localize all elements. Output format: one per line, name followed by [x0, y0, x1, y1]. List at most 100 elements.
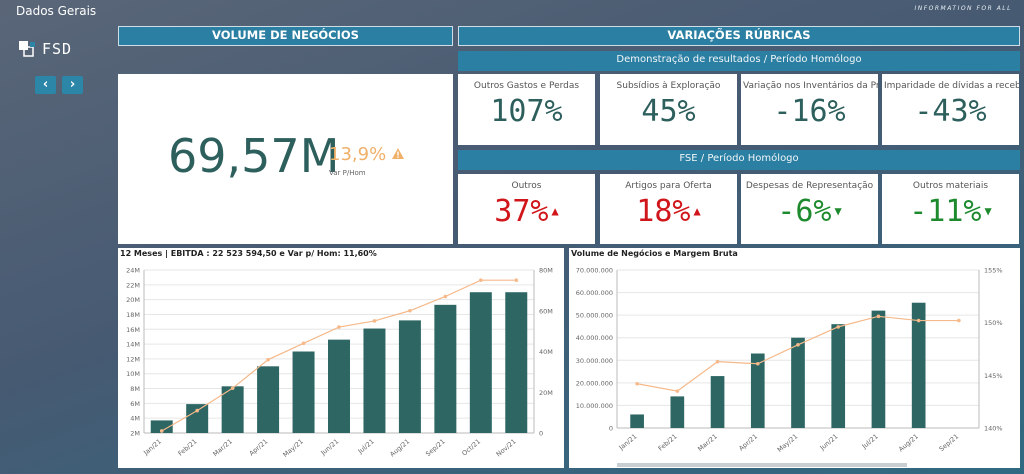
bar	[670, 396, 685, 428]
bar	[710, 376, 725, 428]
x-tick-label: Jun/21	[319, 437, 341, 457]
bar	[292, 351, 315, 433]
kpi-card[interactable]: Despesas de Representação -6% ▼	[741, 174, 878, 244]
x-tick-label: Sep/21	[938, 432, 961, 453]
chart-scrollbar[interactable]	[617, 463, 907, 467]
y-left-tick-label: 70.000.000	[576, 267, 613, 275]
kpi-card[interactable]: Outros Gastos e Perdas 107%	[458, 74, 595, 145]
bar	[186, 404, 209, 433]
line-point	[230, 386, 235, 390]
x-tick-label: Apr/21	[248, 437, 270, 457]
kpi-value-text: 37%	[494, 194, 549, 229]
line-point	[916, 318, 921, 323]
y-right-tick-label: 60M	[539, 307, 553, 315]
x-tick-label: May/21	[776, 432, 799, 453]
line-point	[372, 319, 377, 323]
x-tick-label: Oct/21	[460, 437, 482, 457]
line-point	[337, 325, 341, 329]
ebitda-chart: 2M 4M 6M 8M 10M 12M 14M 16M 18M 20M 22M 24M 0 20M 40M 6…	[126, 267, 553, 459]
x-tick-label: Aug/21	[897, 432, 920, 453]
line-point	[443, 294, 448, 299]
kpi-value: 107%	[458, 94, 595, 129]
prev-sheet-button[interactable]: ‹	[35, 76, 56, 94]
x-tick-label: Jul/21	[356, 437, 376, 456]
logo-text: FSD	[42, 40, 73, 58]
y-left-tick-label: 8M	[130, 385, 140, 393]
x-tick-label: Mar/21	[696, 432, 719, 453]
y-right-tick-label: 80M	[539, 267, 553, 275]
warning-triangle-icon	[391, 148, 404, 159]
bar	[630, 414, 644, 428]
bar	[750, 353, 765, 428]
y-left-tick-label: 10.000.000	[576, 402, 613, 410]
line-point	[266, 357, 270, 362]
y-left-tick-label: 40.000.000	[576, 334, 613, 342]
bar	[911, 302, 926, 428]
volume-variation: 13,9%	[329, 144, 404, 165]
y-left-tick-label: 20.000.000	[576, 379, 613, 387]
volume-margem-chart-card[interactable]: Volume de Negócios e Margem Bruta 0 10.00…	[569, 248, 1020, 468]
y-left-tick-label: 30.000.000	[576, 357, 613, 365]
line-point	[301, 341, 306, 346]
kpi-card[interactable]: Subsídios à Exploração 45%	[600, 74, 737, 145]
y-right-tick-label: 20M	[539, 389, 553, 397]
kpi-card[interactable]: Outros 37% ▲	[458, 174, 595, 244]
y-left-tick-label: 12M	[126, 355, 140, 363]
y-left-tick-label: 60.000.000	[576, 289, 613, 297]
y-left-tick-label: 6M	[130, 400, 140, 408]
kpi-value: -43%	[882, 94, 1019, 129]
kpi-value-text: -43%	[914, 94, 987, 129]
y-left-tick-label: 18M	[126, 311, 140, 319]
y-left-tick-label: 16M	[126, 326, 140, 334]
tagline: INFORMATION FOR ALL	[914, 5, 1012, 12]
line-point	[755, 361, 760, 366]
volume-variation-value: 13,9%	[329, 144, 387, 165]
kpi-label: Outros Gastos e Perdas	[473, 81, 580, 91]
trend-down-icon: ▼	[834, 204, 842, 218]
group1-header: Demonstração de resultados / Período Hom…	[458, 51, 1020, 71]
group2-header: FSE / Período Homólogo	[458, 150, 1020, 170]
kpi-card[interactable]: Variação nos Inventários da Pr... -16%	[741, 74, 878, 145]
ebitda-chart-card[interactable]: 12 Meses | EBITDA : 22 523 594,50 e Var …	[118, 248, 564, 468]
kpi-label: Imparidade de dívidas a receb...	[884, 81, 1019, 91]
kpi-card[interactable]: Artigos para Oferta 18% ▲	[600, 174, 737, 244]
variacoes-header: VARIAÇÕES RÚBRICAS	[458, 26, 1020, 46]
x-tick-label: Jul/21	[860, 432, 880, 451]
line-point	[479, 278, 483, 282]
kpi-value: -16%	[741, 94, 878, 129]
line-point	[876, 314, 881, 319]
y-left-tick-label: 22M	[126, 281, 140, 289]
bar	[791, 337, 805, 428]
ebitda-chart-title: 12 Meses | EBITDA : 22 523 594,50 e Var …	[120, 249, 377, 258]
bar	[221, 386, 244, 433]
line-point	[796, 342, 800, 347]
kpi-value-text: 18%	[636, 194, 691, 229]
x-tick-label: Mar/21	[211, 437, 234, 458]
volume-kpi-value: 69,57M	[168, 129, 340, 183]
kpi-value-text: -11%	[909, 194, 982, 229]
bar	[328, 339, 350, 433]
next-sheet-button[interactable]: ›	[62, 76, 83, 94]
kpi-value-text: 45%	[641, 94, 696, 129]
kpi-card[interactable]: Outros materiais -11% ▼	[882, 174, 1019, 244]
x-tick-label: Aug/21	[388, 437, 411, 458]
kpi-card[interactable]: Imparidade de dívidas a receb... -43%	[882, 74, 1019, 145]
x-tick-label: May/21	[281, 437, 304, 458]
x-tick-label: Jun/21	[818, 432, 840, 452]
bar	[434, 304, 457, 433]
bar	[150, 420, 173, 433]
kpi-value: 18% ▲	[600, 194, 737, 229]
kpi-label: Subsídios à Exploração	[616, 81, 721, 91]
bar	[363, 328, 386, 433]
line-point	[408, 308, 412, 313]
y-right-tick-label: 140%	[984, 425, 1003, 433]
volume-kpi-card[interactable]: 69,57M 13,9% Var P/Hom	[118, 74, 453, 244]
line-point	[675, 389, 680, 393]
volume-margem-chart-title: Volume de Negócios e Margem Bruta	[571, 249, 738, 258]
kpi-label: Despesas de Representação	[745, 181, 874, 191]
trend-down-icon: ▼	[984, 204, 992, 218]
bar	[871, 310, 886, 428]
line-point	[836, 325, 841, 329]
y-right-tick-label: 145%	[984, 372, 1003, 380]
line-point	[635, 381, 639, 386]
